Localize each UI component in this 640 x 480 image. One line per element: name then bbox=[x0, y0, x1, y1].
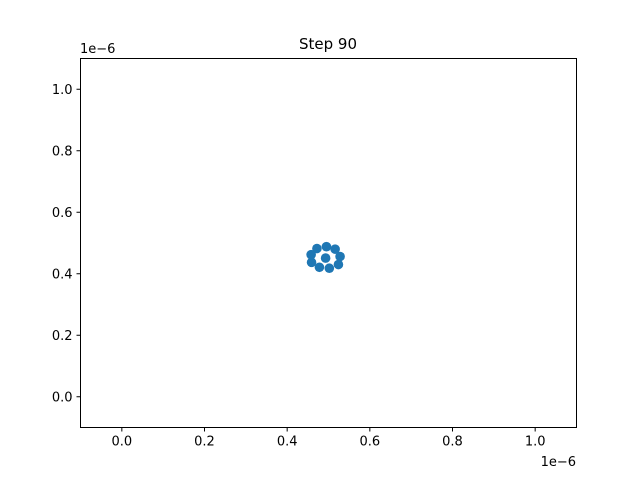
chart-title: Step 90 bbox=[299, 35, 357, 53]
data-point bbox=[335, 251, 345, 262]
y-tick-label: 0.0 bbox=[52, 390, 73, 405]
data-point bbox=[314, 262, 325, 273]
data-point bbox=[320, 253, 331, 263]
y-tick-label: 0.8 bbox=[52, 144, 73, 159]
x-tick-label: 0.0 bbox=[111, 435, 132, 450]
plot-frame bbox=[80, 58, 577, 428]
y-tick-label: 0.4 bbox=[52, 267, 73, 282]
data-point bbox=[324, 263, 335, 274]
data-point bbox=[333, 259, 344, 270]
data-point bbox=[321, 241, 332, 252]
y-tick-label: 0.2 bbox=[52, 329, 73, 344]
x-tick-label: 1.0 bbox=[525, 435, 546, 450]
x-offset-label: 1e−6 bbox=[541, 455, 576, 470]
x-tick-label: 0.2 bbox=[194, 435, 215, 450]
y-tick-label: 1.0 bbox=[52, 83, 73, 98]
x-tick-label: 0.8 bbox=[442, 435, 463, 450]
data-points bbox=[306, 241, 345, 274]
y-tick-label: 0.6 bbox=[52, 206, 73, 221]
data-point bbox=[312, 243, 322, 254]
data-point bbox=[330, 244, 340, 254]
x-tick-label: 0.6 bbox=[359, 435, 380, 450]
y-offset-label: 1e−6 bbox=[80, 42, 115, 57]
data-point bbox=[306, 249, 316, 260]
axis-ticks: 0.0 0.2 0.4 0.6 0.8 1.0 0.0 0.2 0.4 0.6 0.8 1.0 bbox=[52, 83, 546, 450]
data-point bbox=[306, 257, 317, 268]
x-tick-label: 0.4 bbox=[277, 435, 298, 450]
